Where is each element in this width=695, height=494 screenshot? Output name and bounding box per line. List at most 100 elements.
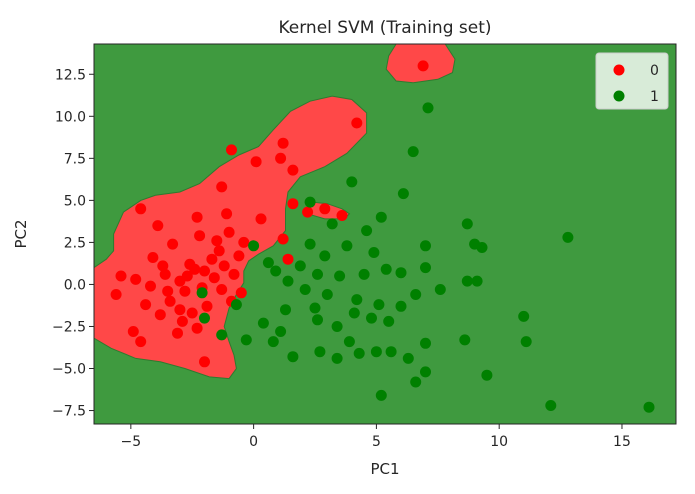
point-class-0 <box>135 203 147 215</box>
point-class-0 <box>191 211 203 223</box>
point-class-1 <box>309 302 321 314</box>
point-class-1 <box>422 102 434 114</box>
point-class-1 <box>562 231 574 243</box>
point-class-0 <box>218 260 230 272</box>
point-class-1 <box>282 275 294 287</box>
point-class-1 <box>304 238 316 250</box>
point-class-1 <box>353 347 365 359</box>
point-class-1 <box>385 346 397 358</box>
x-tick-label: 15 <box>613 434 631 450</box>
legend-label-1: 1 <box>650 89 659 105</box>
point-class-0 <box>302 206 314 218</box>
point-class-1 <box>481 369 493 381</box>
point-class-1 <box>361 225 373 237</box>
point-class-1 <box>312 268 323 280</box>
point-class-1 <box>395 267 407 279</box>
point-class-1 <box>545 400 557 411</box>
point-class-1 <box>304 196 316 208</box>
legend-label-0: 0 <box>650 63 659 79</box>
point-class-0 <box>189 263 201 275</box>
point-class-1 <box>326 218 338 230</box>
point-class-1 <box>348 307 360 319</box>
point-class-1 <box>319 250 331 262</box>
point-class-1 <box>461 218 473 230</box>
point-class-1 <box>334 270 346 282</box>
point-class-0 <box>211 235 223 247</box>
x-axis: −5 0 5 10 15 <box>121 424 631 450</box>
point-class-0 <box>179 285 191 297</box>
point-class-1 <box>248 240 260 252</box>
point-class-1 <box>294 260 306 272</box>
y-axis-label: PC2 <box>12 219 30 248</box>
point-class-1 <box>314 346 326 358</box>
y-tick-label: 12.5 <box>55 67 86 83</box>
point-class-1 <box>643 401 655 413</box>
y-tick-label: −5.0 <box>52 362 86 378</box>
point-class-1 <box>383 315 395 327</box>
point-class-1 <box>407 146 419 158</box>
point-class-0 <box>186 307 198 319</box>
point-class-0 <box>282 253 294 265</box>
point-class-1 <box>257 317 269 329</box>
point-class-1 <box>410 376 422 388</box>
point-class-1 <box>240 334 252 346</box>
y-axis: −7.5 −5.0 −2.5 0.0 2.5 5.0 7.5 10.0 12.5 <box>52 67 94 420</box>
point-class-1 <box>331 352 343 364</box>
legend-marker-1 <box>613 90 625 102</box>
point-class-0 <box>226 144 237 156</box>
y-tick-label: −7.5 <box>52 404 86 420</box>
point-class-1 <box>375 389 387 401</box>
x-axis-label: PC1 <box>370 460 399 478</box>
legend: 0 1 <box>595 52 669 110</box>
point-class-0 <box>191 322 203 334</box>
point-class-0 <box>152 220 164 232</box>
point-class-1 <box>459 334 471 346</box>
y-tick-label: 2.5 <box>64 235 86 251</box>
point-class-0 <box>181 270 193 282</box>
point-class-1 <box>410 289 422 300</box>
point-class-0 <box>221 208 233 220</box>
point-class-0 <box>115 270 127 282</box>
point-class-0 <box>228 268 240 280</box>
point-class-0 <box>157 260 169 272</box>
point-class-0 <box>351 117 363 129</box>
point-class-0 <box>287 164 299 176</box>
point-class-1 <box>402 352 414 364</box>
point-class-1 <box>270 265 282 277</box>
point-class-1 <box>370 346 382 358</box>
point-class-0 <box>208 272 220 284</box>
point-class-0 <box>275 152 287 164</box>
point-class-1 <box>321 289 333 300</box>
point-class-0 <box>216 181 228 193</box>
point-class-1 <box>520 336 532 348</box>
point-class-0 <box>127 326 139 337</box>
point-class-0 <box>176 315 188 327</box>
point-class-1 <box>299 284 311 295</box>
point-class-1 <box>267 336 279 348</box>
point-class-1 <box>476 242 488 253</box>
point-class-1 <box>380 263 392 275</box>
point-class-1 <box>343 336 355 348</box>
point-class-1 <box>368 247 380 258</box>
point-class-0 <box>238 236 250 248</box>
point-class-1 <box>420 262 431 274</box>
point-class-0 <box>167 238 179 250</box>
point-class-0 <box>255 213 267 225</box>
point-class-0 <box>145 280 156 292</box>
x-tick-label: 5 <box>372 434 381 450</box>
point-class-0 <box>250 156 262 168</box>
point-class-1 <box>434 284 446 295</box>
point-class-0 <box>206 253 218 265</box>
point-class-1 <box>331 321 343 332</box>
point-class-1 <box>199 312 210 324</box>
point-class-1 <box>420 240 431 252</box>
point-class-0 <box>287 198 299 210</box>
chart-title: Kernel SVM (Training set) <box>278 18 491 38</box>
point-class-1 <box>341 240 353 252</box>
point-class-0 <box>199 265 210 277</box>
point-class-1 <box>397 188 409 200</box>
point-class-1 <box>230 299 242 311</box>
point-class-0 <box>199 356 210 368</box>
point-class-0 <box>194 230 206 242</box>
y-tick-label: −2.5 <box>52 319 86 335</box>
